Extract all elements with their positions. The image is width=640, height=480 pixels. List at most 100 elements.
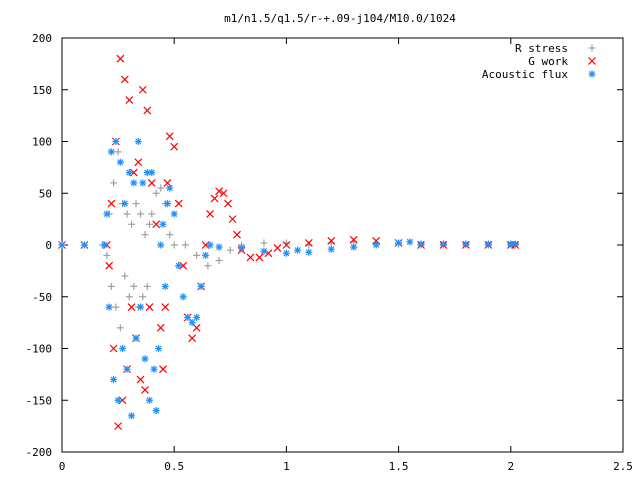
data-point <box>112 138 120 145</box>
data-point <box>349 235 358 244</box>
data-point <box>141 231 149 239</box>
data-point <box>105 261 114 270</box>
data-point <box>127 303 136 312</box>
data-point <box>103 210 111 218</box>
y-tick-label: 100 <box>32 136 52 149</box>
x-tick-label: 0.5 <box>164 460 184 473</box>
chart-title: m1/n1.5/q1.5/r-+.09-j104/M10.0/1024 <box>224 12 456 25</box>
data-point <box>150 365 158 373</box>
x-tick-label: 1.5 <box>389 460 409 473</box>
data-point <box>154 345 162 352</box>
x-tick-label: 2.5 <box>613 460 633 473</box>
data-point <box>255 253 264 262</box>
data-point <box>170 142 179 151</box>
y-tick-label: -150 <box>26 394 53 407</box>
data-point <box>484 240 492 248</box>
data-point <box>188 334 197 343</box>
data-point <box>80 241 88 249</box>
data-point <box>109 344 118 353</box>
data-point <box>215 257 223 265</box>
data-point <box>139 293 147 301</box>
data-point <box>116 324 124 332</box>
data-point <box>137 210 145 218</box>
data-point <box>184 313 192 321</box>
data-point <box>114 422 123 431</box>
data-point <box>103 251 111 259</box>
data-point <box>304 239 313 247</box>
data-point <box>238 244 246 252</box>
y-tick-label: 150 <box>32 84 52 97</box>
data-point <box>130 179 138 187</box>
data-point <box>226 246 234 254</box>
data-point <box>215 187 224 196</box>
data-point <box>116 54 125 63</box>
data-point <box>146 396 154 404</box>
data-point <box>157 241 165 249</box>
data-point <box>511 240 519 248</box>
data-point <box>159 365 167 374</box>
data-point <box>193 313 201 321</box>
data-point <box>121 272 129 280</box>
data-point <box>228 215 237 224</box>
y-tick-label: -200 <box>26 446 53 459</box>
x-tick-label: 2 <box>507 460 514 473</box>
data-point <box>193 251 201 259</box>
data-point <box>188 319 196 327</box>
data-point <box>152 189 160 197</box>
data-point <box>107 148 115 156</box>
data-point <box>139 179 147 187</box>
data-point <box>305 248 313 256</box>
data-point <box>123 210 131 218</box>
data-point <box>130 282 138 290</box>
data-point <box>128 220 136 228</box>
data-point <box>165 132 174 141</box>
data-point <box>148 169 156 177</box>
data-point <box>114 148 122 156</box>
series-0 <box>58 148 519 332</box>
data-point <box>462 240 470 248</box>
data-point <box>120 75 129 84</box>
data-point <box>204 262 212 270</box>
data-point <box>197 282 205 290</box>
data-point <box>137 303 145 311</box>
data-point <box>125 169 133 177</box>
data-point <box>105 303 113 311</box>
data-point <box>110 179 118 187</box>
data-point <box>146 220 154 228</box>
data-point <box>224 199 232 208</box>
y-tick-label: -50 <box>32 291 52 304</box>
data-point <box>123 365 131 373</box>
x-tick-label: 0 <box>59 460 66 473</box>
data-point <box>439 240 447 248</box>
legend-label: R stress <box>515 42 568 55</box>
data-point <box>210 194 219 203</box>
data-point <box>233 230 241 239</box>
data-point <box>136 375 145 384</box>
data-point <box>110 376 118 384</box>
legend-marker <box>588 70 596 78</box>
data-point <box>147 178 156 187</box>
data-point <box>152 407 160 415</box>
plot-frame <box>61 37 624 453</box>
data-point <box>206 241 214 249</box>
legend-label: Acoustic flux <box>482 68 568 81</box>
data-point <box>179 293 187 301</box>
data-point <box>128 412 136 420</box>
data-point <box>294 246 302 254</box>
data-point <box>148 210 156 218</box>
data-point <box>119 345 127 352</box>
data-point <box>372 241 380 249</box>
data-point <box>141 355 149 363</box>
data-point <box>202 251 210 259</box>
data-point <box>152 220 161 229</box>
data-point <box>395 239 403 247</box>
data-point <box>112 303 120 311</box>
data-point <box>143 106 152 115</box>
data-point <box>327 236 336 245</box>
data-point <box>206 210 215 218</box>
data-point <box>327 245 335 253</box>
series-2 <box>58 138 519 420</box>
legend-marker <box>588 57 596 65</box>
data-point <box>166 231 174 239</box>
